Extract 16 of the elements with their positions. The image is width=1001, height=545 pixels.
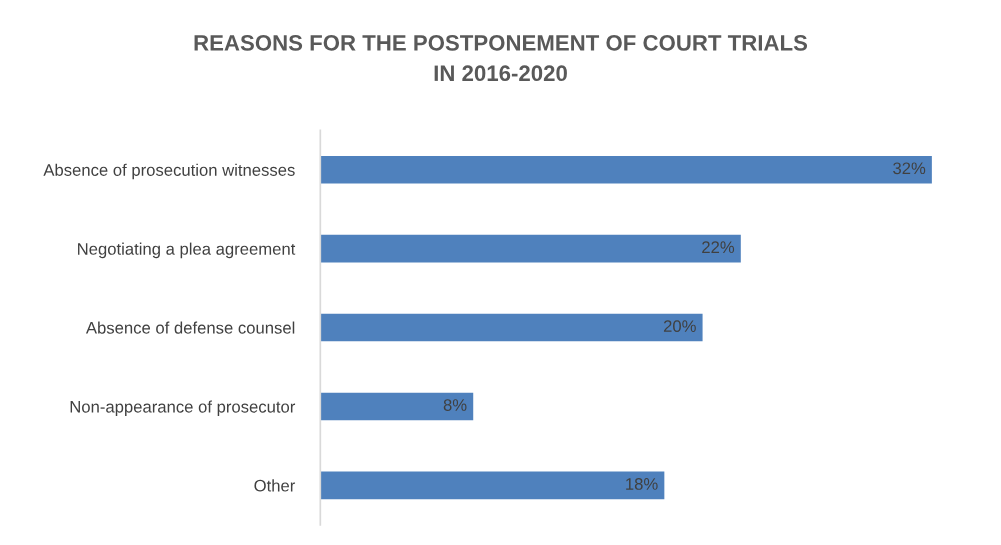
- data-label: 8%: [443, 399, 467, 411]
- y-tick-label: Absence of defense counsel: [85, 321, 295, 334]
- bar: [320, 392, 474, 421]
- y-tick-label: Non-appearance of prosecutor: [70, 400, 296, 416]
- y-tick-label: Absence of prosecution witnesses: [43, 163, 295, 180]
- y-tick-label: Other: [254, 479, 296, 492]
- data-label: 20%: [663, 320, 696, 333]
- data-label: 32%: [893, 162, 926, 175]
- data-label: 18%: [626, 478, 658, 490]
- bar: [320, 471, 665, 500]
- data-label: 22%: [702, 241, 735, 254]
- chart-title: REASONS FOR THE POSTPONEMENT OF COURT TRIALS IN 2016-2020: [194, 34, 808, 82]
- bar: [320, 313, 703, 342]
- y-tick-label: Negotiating a plea agreement: [78, 242, 296, 259]
- bar: [320, 155, 932, 184]
- bar: [320, 234, 741, 263]
